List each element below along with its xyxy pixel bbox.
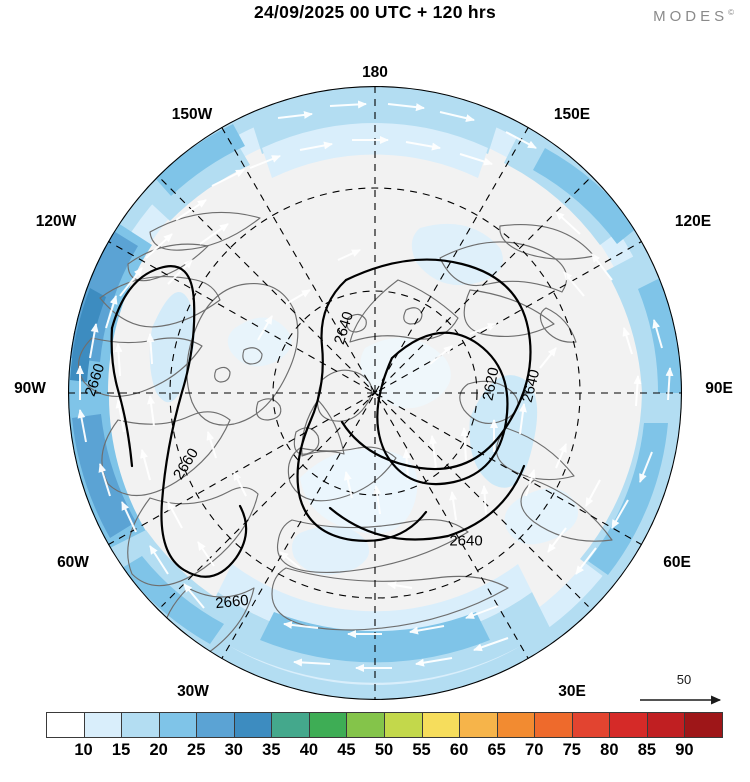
colorbar-tick: 80 [600,741,619,759]
colorbar-tick: 30 [224,741,243,759]
colorbar-tick: 35 [262,741,281,759]
colorbar-tick: 45 [337,741,356,759]
lon-label-180: 180 [362,64,388,81]
colorbar-cell[interactable] [459,712,498,738]
colorbar-tick: 20 [149,741,168,759]
map-canvas [68,86,682,700]
colorbar-cell[interactable] [421,712,461,738]
wind-scale-reference: 50 [636,672,732,708]
colorbar-cell[interactable] [196,712,235,738]
colorbar-cell[interactable] [233,712,273,738]
graticule [68,86,682,700]
colorbar-tick: 15 [111,741,131,759]
lon-label-120e: 120E [674,213,712,230]
colorbar-tick: 60 [449,741,469,759]
lon-label-30w: 30W [177,683,209,700]
colorbar-cell[interactable] [571,712,611,738]
wind-scale-arrow-icon [640,695,722,705]
height-contours [110,258,532,578]
wind-arrows [76,100,674,672]
polar-map[interactable]: 180 150W 150E 120W 120E 90W 90E 60W 60E … [0,28,750,731]
lon-label-150e: 150E [553,106,591,123]
colorbar-tick: 70 [525,741,544,759]
lon-label-150w: 150W [171,106,213,123]
colorbar-tick: 50 [374,741,394,759]
lon-label-90e: 90E [705,380,733,397]
colorbar-cell[interactable] [308,712,348,738]
colorbar-cell[interactable] [646,712,686,738]
copyright-mark: © [728,8,734,17]
lon-label-120w: 120W [35,213,77,230]
wind-scale-label: 50 [676,672,692,687]
colorbar-cell[interactable] [346,712,385,738]
colorbar-cell[interactable] [384,712,423,738]
colorbar-cell[interactable] [46,712,85,738]
colorbar-cell[interactable] [534,712,573,738]
lon-label-30e: 30E [558,683,586,700]
lon-label-60e: 60E [663,554,691,571]
globe-contents [68,86,682,700]
colorbar-cell[interactable] [158,712,198,738]
colorbar-cell[interactable] [684,712,723,738]
colorbar-tick: 75 [562,741,581,759]
page-title: 24/09/2025 00 UTC + 120 hrs [253,2,497,22]
contour-label-2640-b: 2640 [449,532,483,550]
contour-label-2660-c: 2660 [214,591,250,613]
modes-logo: MODES© [653,8,734,25]
colorbar-cell[interactable] [496,712,536,738]
colorbar-cell[interactable] [609,712,648,738]
colorbar-tick: 85 [637,741,657,759]
colorbar[interactable]: 10 15 20 25 30 35 40 45 50 55 60 65 70 75 80 85 90 [0,712,750,782]
colorbar-tick: 55 [412,741,431,759]
colorbar-tick: 25 [187,741,206,759]
colorbar-cell[interactable] [271,712,310,738]
logo-text: MODES [653,8,729,25]
colorbar-tick: 65 [487,741,506,759]
colorbar-cell[interactable] [83,712,123,738]
lon-label-90w: 90W [14,380,46,397]
coastlines [77,211,613,665]
colorbar-tick: 10 [74,741,93,759]
colorbar-tick: 40 [299,741,319,759]
lon-label-60w: 60W [57,554,89,571]
colorbar-cell[interactable] [121,712,160,738]
colorbar-tick: 90 [675,741,694,759]
